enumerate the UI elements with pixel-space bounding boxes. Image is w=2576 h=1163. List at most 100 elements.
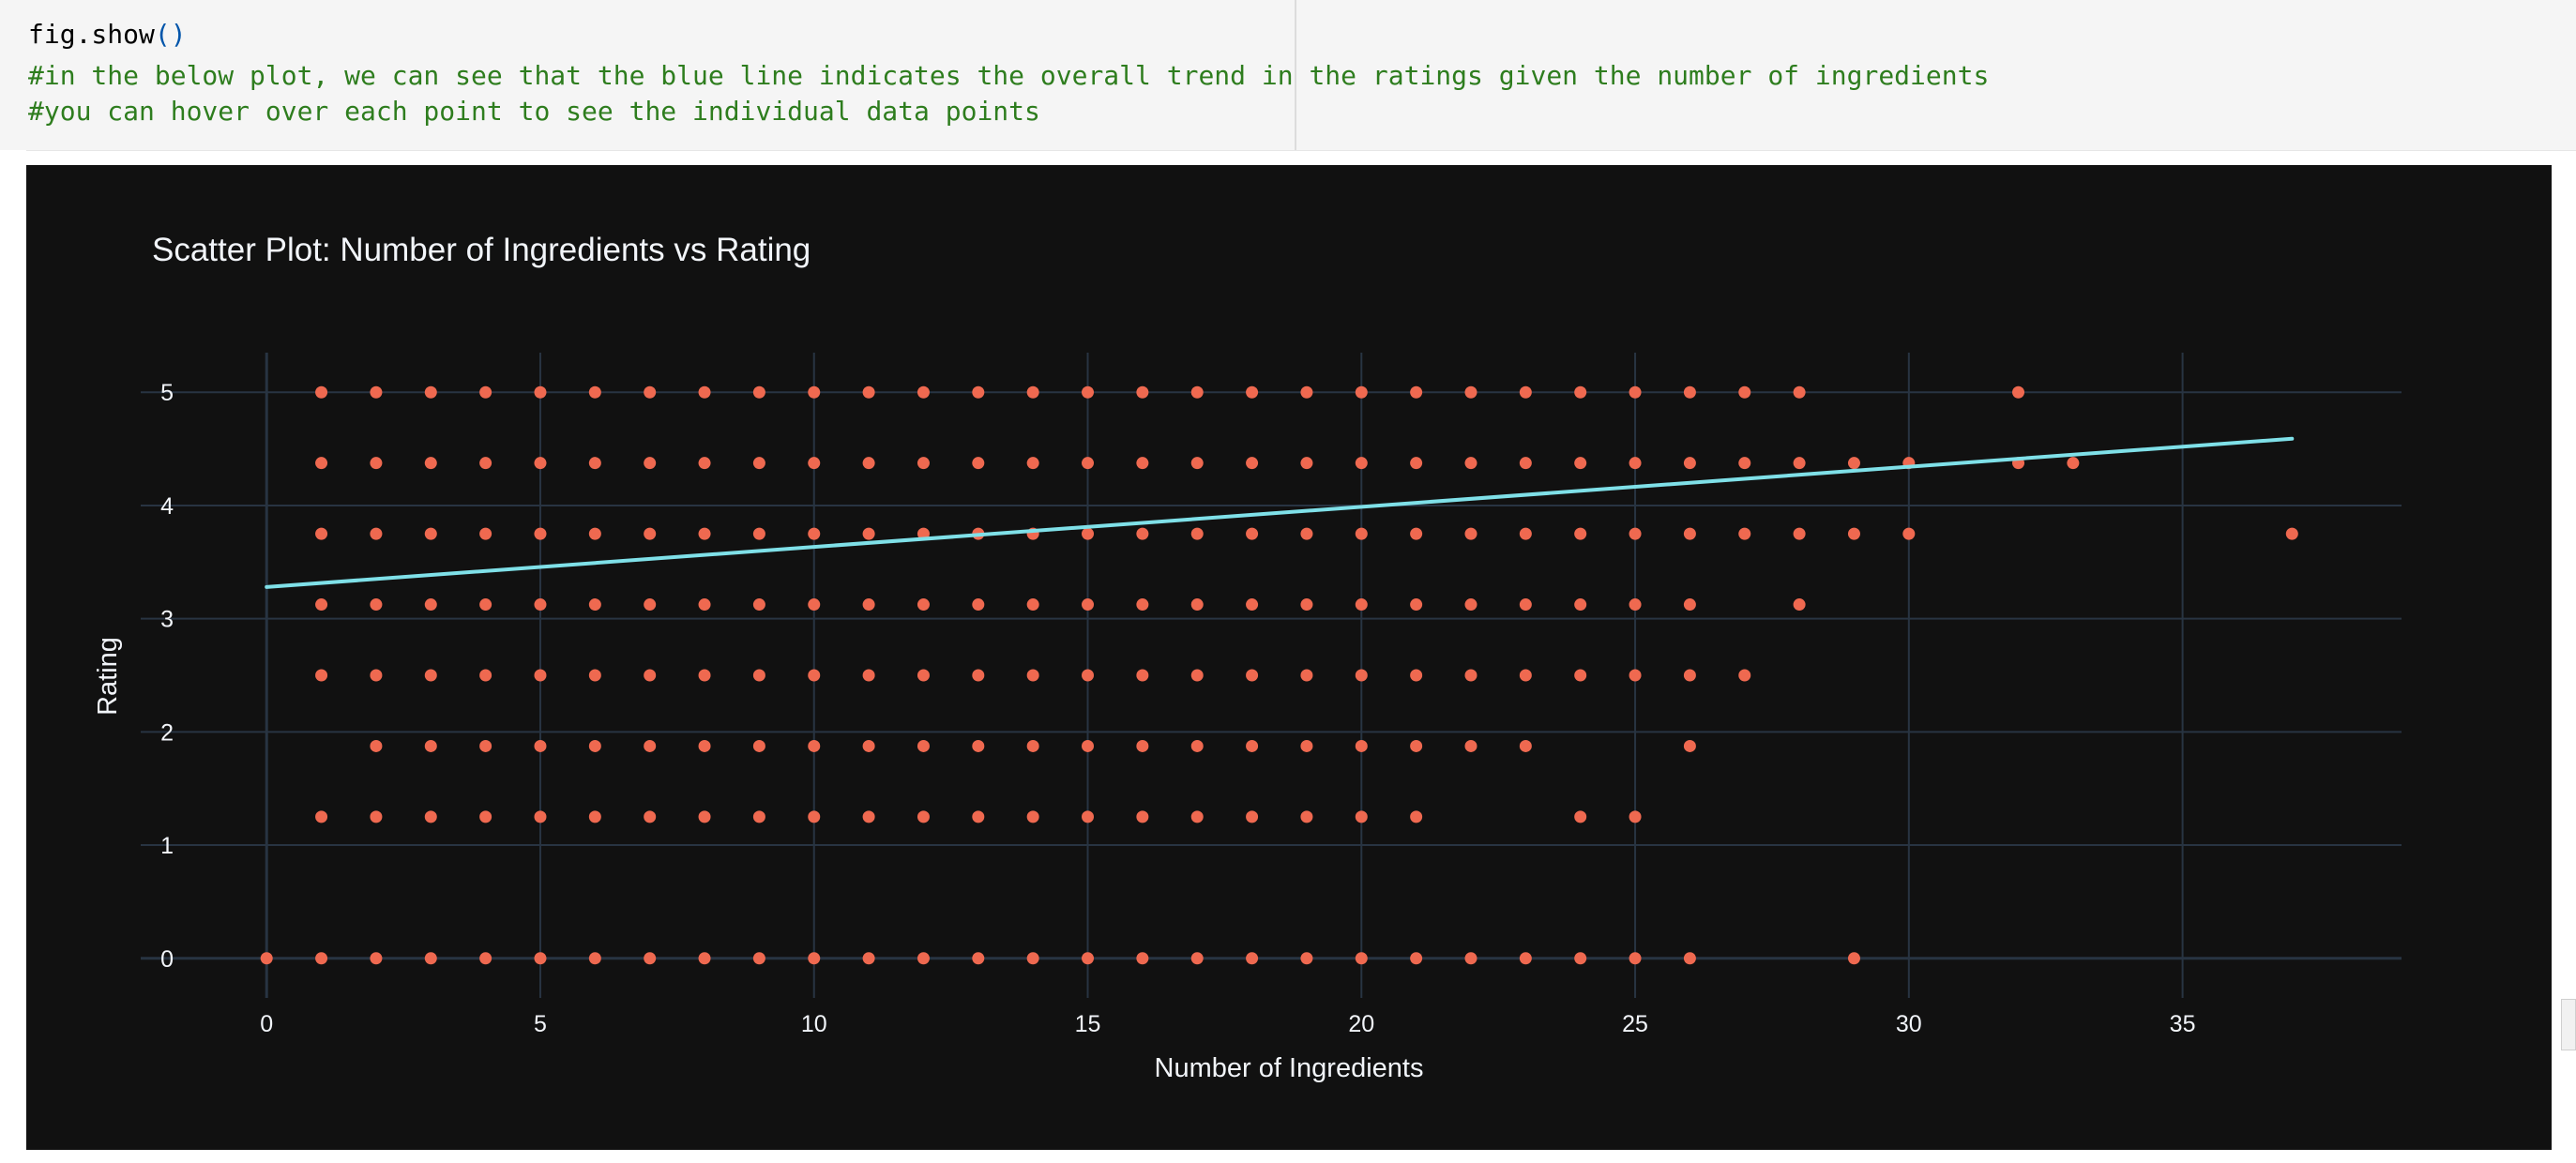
scatter-point[interactable] <box>424 810 437 823</box>
scatter-point[interactable] <box>1082 669 1095 682</box>
scatter-point[interactable] <box>972 598 985 612</box>
scatter-point[interactable] <box>534 457 547 470</box>
scatter-point[interactable] <box>1464 598 1477 612</box>
scatter-point[interactable] <box>424 739 437 752</box>
scatter-point[interactable] <box>1190 669 1204 682</box>
scatter-point[interactable] <box>1300 598 1313 612</box>
scatter-point[interactable] <box>1574 669 1587 682</box>
scatter-point[interactable] <box>752 952 765 965</box>
scatter-point[interactable] <box>588 739 601 752</box>
scatter-point[interactable] <box>752 598 765 612</box>
scatter-point[interactable] <box>1410 527 1423 540</box>
scatter-point[interactable] <box>2012 385 2025 399</box>
scatter-point[interactable] <box>1683 527 1696 540</box>
scatter-point[interactable] <box>1246 739 1259 752</box>
scatter-point[interactable] <box>315 527 328 540</box>
scatter-point[interactable] <box>1519 739 1532 752</box>
scatter-point[interactable] <box>1410 952 1423 965</box>
scatter-point[interactable] <box>698 527 711 540</box>
scatter-point[interactable] <box>917 952 930 965</box>
scatter-point[interactable] <box>644 739 657 752</box>
scatter-point[interactable] <box>315 669 328 682</box>
scatter-point[interactable] <box>1246 598 1259 612</box>
scatter-point[interactable] <box>917 739 930 752</box>
scatter-point[interactable] <box>1136 385 1149 399</box>
scatter-point[interactable] <box>1410 385 1423 399</box>
scatter-point[interactable] <box>2067 457 2080 470</box>
scatter-point[interactable] <box>315 457 328 470</box>
scatter-point[interactable] <box>1355 739 1368 752</box>
scatter-point[interactable] <box>1464 669 1477 682</box>
scatter-point[interactable] <box>1082 739 1095 752</box>
scatter-point[interactable] <box>534 952 547 965</box>
scatter-point[interactable] <box>808 385 821 399</box>
scatter-point[interactable] <box>1574 598 1587 612</box>
scatter-point[interactable] <box>479 952 492 965</box>
scatter-point[interactable] <box>862 739 875 752</box>
scatter-point[interactable] <box>479 385 492 399</box>
scatter-point[interactable] <box>1902 527 1916 540</box>
scatter-point[interactable] <box>1190 598 1204 612</box>
scatter-point[interactable] <box>1246 952 1259 965</box>
scatter-point[interactable] <box>972 810 985 823</box>
scatter-point[interactable] <box>1683 385 1696 399</box>
scatter-point[interactable] <box>1246 527 1259 540</box>
scatter-point[interactable] <box>752 810 765 823</box>
scatter-point[interactable] <box>644 385 657 399</box>
scatter-point[interactable] <box>1082 527 1095 540</box>
scatter-point[interactable] <box>1574 457 1587 470</box>
scatter-point[interactable] <box>1410 810 1423 823</box>
scatter-point[interactable] <box>1793 527 1806 540</box>
scatter-point[interactable] <box>1190 527 1204 540</box>
scatter-point[interactable] <box>370 952 383 965</box>
scatter-point[interactable] <box>1519 598 1532 612</box>
scatter-point[interactable] <box>1136 598 1149 612</box>
scatter-point[interactable] <box>1082 598 1095 612</box>
scatter-point[interactable] <box>1519 669 1532 682</box>
scatter-point[interactable] <box>1464 385 1477 399</box>
scatter-point[interactable] <box>588 385 601 399</box>
scatter-point[interactable] <box>972 739 985 752</box>
scatter-point[interactable] <box>698 669 711 682</box>
scatter-point[interactable] <box>1574 810 1587 823</box>
scatter-point[interactable] <box>644 457 657 470</box>
scatter-point[interactable] <box>698 739 711 752</box>
scatter-point[interactable] <box>534 669 547 682</box>
scatter-point[interactable] <box>1300 457 1313 470</box>
scatter-point[interactable] <box>644 598 657 612</box>
scatter-point[interactable] <box>315 810 328 823</box>
scatter-point[interactable] <box>972 457 985 470</box>
scatter-point[interactable] <box>588 527 601 540</box>
scatter-point[interactable] <box>698 810 711 823</box>
scatter-point[interactable] <box>1847 952 1860 965</box>
scatter-point[interactable] <box>808 952 821 965</box>
scatter-point[interactable] <box>1683 457 1696 470</box>
scatter-point[interactable] <box>1136 669 1149 682</box>
scatter-point[interactable] <box>1190 810 1204 823</box>
scatter-point[interactable] <box>370 385 383 399</box>
scatter-point[interactable] <box>1190 385 1204 399</box>
scatter-point[interactable] <box>752 385 765 399</box>
scatter-point[interactable] <box>1355 810 1368 823</box>
scatter-point[interactable] <box>1738 669 1751 682</box>
scatter-point[interactable] <box>424 598 437 612</box>
scatter-point[interactable] <box>1629 598 1642 612</box>
scatter-point[interactable] <box>862 527 875 540</box>
scatter-point[interactable] <box>1246 457 1259 470</box>
scatter-point[interactable] <box>752 457 765 470</box>
scatter-point[interactable] <box>2285 527 2298 540</box>
scatter-point[interactable] <box>1574 952 1587 965</box>
scatter-point[interactable] <box>862 669 875 682</box>
scatter-point[interactable] <box>479 598 492 612</box>
scatter-point[interactable] <box>1355 527 1368 540</box>
scatter-point[interactable] <box>1629 952 1642 965</box>
scatter-point[interactable] <box>1683 598 1696 612</box>
scatter-point[interactable] <box>1410 739 1423 752</box>
scatter-point[interactable] <box>1738 457 1751 470</box>
scatter-point[interactable] <box>1355 952 1368 965</box>
scatter-point[interactable] <box>644 810 657 823</box>
scatter-point[interactable] <box>644 952 657 965</box>
scatter-point[interactable] <box>698 457 711 470</box>
scatter-point[interactable] <box>1574 385 1587 399</box>
scatter-point[interactable] <box>917 810 930 823</box>
